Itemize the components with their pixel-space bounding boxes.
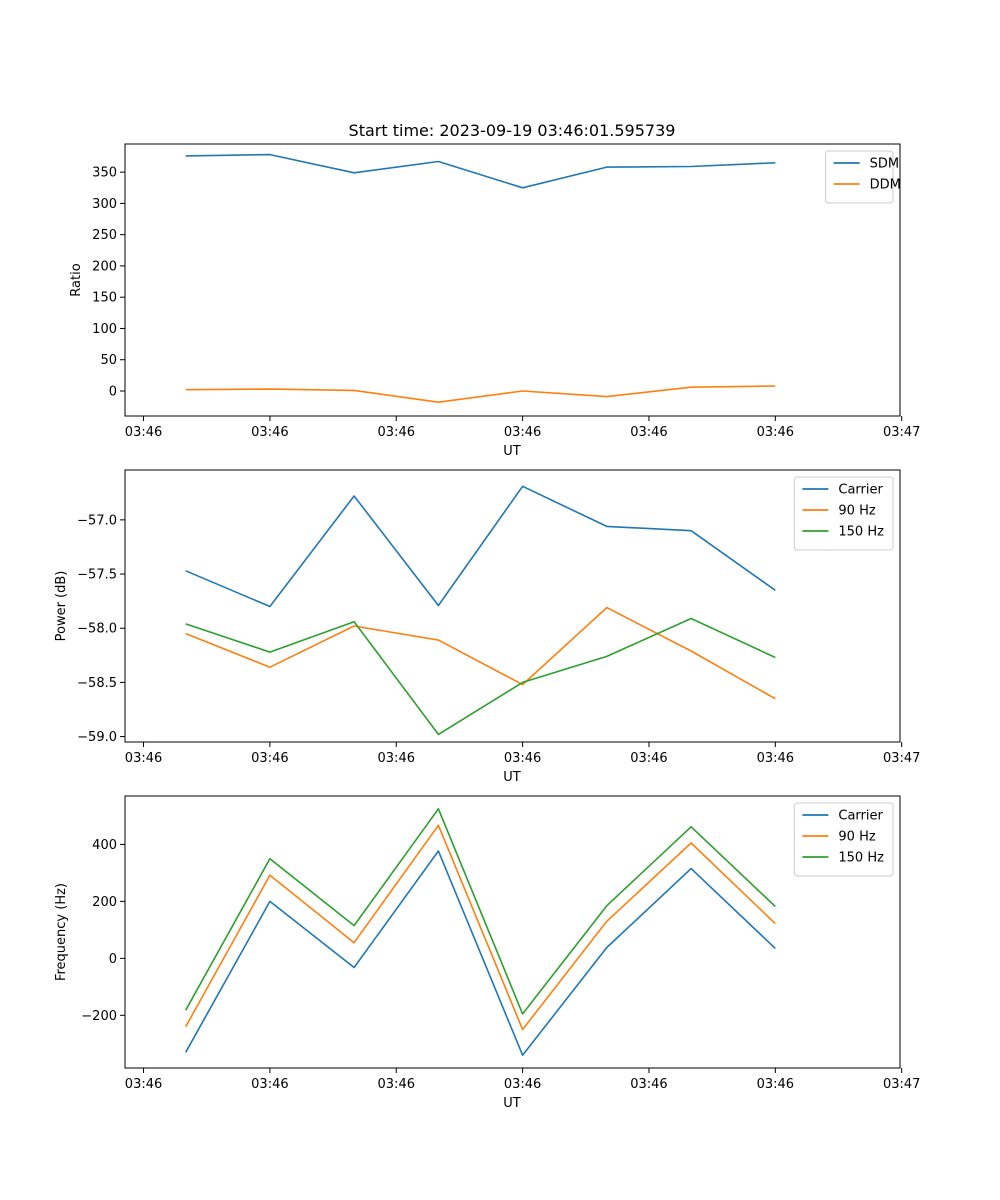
frequency-x-tick-label: 03:47	[883, 1077, 920, 1092]
power-y-tick-label: −58.0	[77, 622, 117, 637]
frequency-y-tick-label: 400	[92, 838, 117, 853]
frequency-y-tick-label: 200	[92, 895, 117, 910]
frequency-y-tick-label: 0	[109, 952, 117, 967]
power-legend-label-carrier: Carrier	[838, 483, 883, 498]
ratio-series-sdm-line	[185, 153, 776, 189]
frequency-series-150-hz-line	[185, 807, 776, 1015]
frequency-legend-label-carrier: Carrier	[838, 809, 883, 824]
frequency-x-tick-label: 03:46	[630, 1077, 667, 1092]
power-y-tick-label: −59.0	[77, 730, 117, 745]
power-x-tick-label: 03:46	[630, 751, 667, 766]
power-x-tick-label: 03:47	[883, 751, 920, 766]
frequency-y-axis-label: Frequency (Hz)	[54, 883, 69, 981]
power-legend-label-90-hz: 90 Hz	[838, 504, 875, 519]
frequency-axes-frame	[124, 795, 901, 1069]
ratio-x-tick-label: 03:46	[504, 425, 541, 440]
ratio-y-tick-label: 0	[109, 384, 117, 399]
ratio-axes-frame	[124, 143, 901, 417]
power-y-tick-label: −57.0	[77, 513, 117, 528]
frequency-y-tick-label: −200	[81, 1009, 117, 1024]
power-axes-frame	[124, 469, 901, 743]
ratio-y-tick-label: 250	[92, 228, 117, 243]
ratio-x-axis-label: UT	[503, 444, 521, 459]
frequency-series-90-hz-line	[185, 824, 776, 1031]
ratio-y-tick-label: 50	[100, 353, 117, 368]
frequency-x-axis-label: UT	[503, 1096, 521, 1111]
frequency-x-tick-label: 03:46	[378, 1077, 415, 1092]
frequency-legend-label-150-hz: 150 Hz	[838, 851, 884, 866]
ratio-y-tick-label: 100	[92, 322, 117, 337]
chart-power: 03:46 03:46 03:46 03:46 03:46 03:46 03:47 −59.0…	[54, 469, 920, 785]
power-x-tick-label: 03:46	[251, 751, 288, 766]
ratio-y-tick-label: 350	[92, 166, 117, 181]
power-x-axis-label: UT	[503, 770, 521, 785]
ratio-y-axis-label: Ratio	[69, 263, 84, 296]
frequency-legend-label-90-hz: 90 Hz	[838, 830, 875, 845]
frequency-x-tick-label: 03:46	[757, 1077, 794, 1092]
power-legend-label-150-hz: 150 Hz	[838, 525, 884, 540]
frequency-series-carrier-line	[185, 850, 776, 1056]
chart-ratio: 03:46 03:46 03:46 03:46 03:46 03:46 03:47 0 50 10…	[69, 143, 920, 459]
ratio-y-tick-label: 200	[92, 259, 117, 274]
figure-title: Start time: 2023-09-19 03:46:01.595739	[349, 121, 676, 140]
power-x-tick-label: 03:46	[757, 751, 794, 766]
frequency-x-tick-label: 03:46	[504, 1077, 541, 1092]
ratio-x-tick-label: 03:47	[883, 425, 920, 440]
ratio-x-tick-label: 03:46	[757, 425, 794, 440]
frequency-legend: Carrier 90 Hz 150 Hz	[793, 802, 894, 877]
power-y-axis-label: Power (dB)	[54, 571, 69, 642]
chart-frequency: 03:46 03:46 03:46 03:46 03:46 03:46 03:47 −200 0…	[54, 795, 920, 1111]
power-series-150-hz-line	[185, 617, 776, 736]
power-x-tick-label: 03:46	[125, 751, 162, 766]
power-x-tick-label: 03:46	[378, 751, 415, 766]
frequency-x-tick-label: 03:46	[125, 1077, 162, 1092]
power-y-tick-label: −58.5	[77, 676, 117, 691]
frequency-x-tick-label: 03:46	[251, 1077, 288, 1092]
power-x-tick-label: 03:46	[504, 751, 541, 766]
ratio-x-tick-label: 03:46	[125, 425, 162, 440]
ratio-y-tick-label: 150	[92, 291, 117, 306]
ratio-y-tick-label: 300	[92, 197, 117, 212]
ratio-x-tick-label: 03:46	[630, 425, 667, 440]
power-series-90-hz-line	[185, 606, 776, 700]
plots: 03:46 03:46 03:46 03:46 03:46 03:46 03:47 0 50 10…	[54, 143, 920, 1111]
ratio-series-ddm-line	[185, 385, 776, 404]
ratio-legend: SDM DDM	[825, 150, 901, 204]
ratio-x-tick-label: 03:46	[251, 425, 288, 440]
power-y-tick-label: −57.5	[77, 568, 117, 583]
ratio-legend-label-sdm: SDM	[870, 157, 899, 172]
ratio-x-tick-label: 03:46	[378, 425, 415, 440]
ratio-legend-label-ddm: DDM	[870, 178, 901, 193]
power-legend: Carrier 90 Hz 150 Hz	[793, 476, 894, 551]
ratio-legend-box	[825, 150, 894, 204]
power-series-carrier-line	[185, 485, 776, 608]
